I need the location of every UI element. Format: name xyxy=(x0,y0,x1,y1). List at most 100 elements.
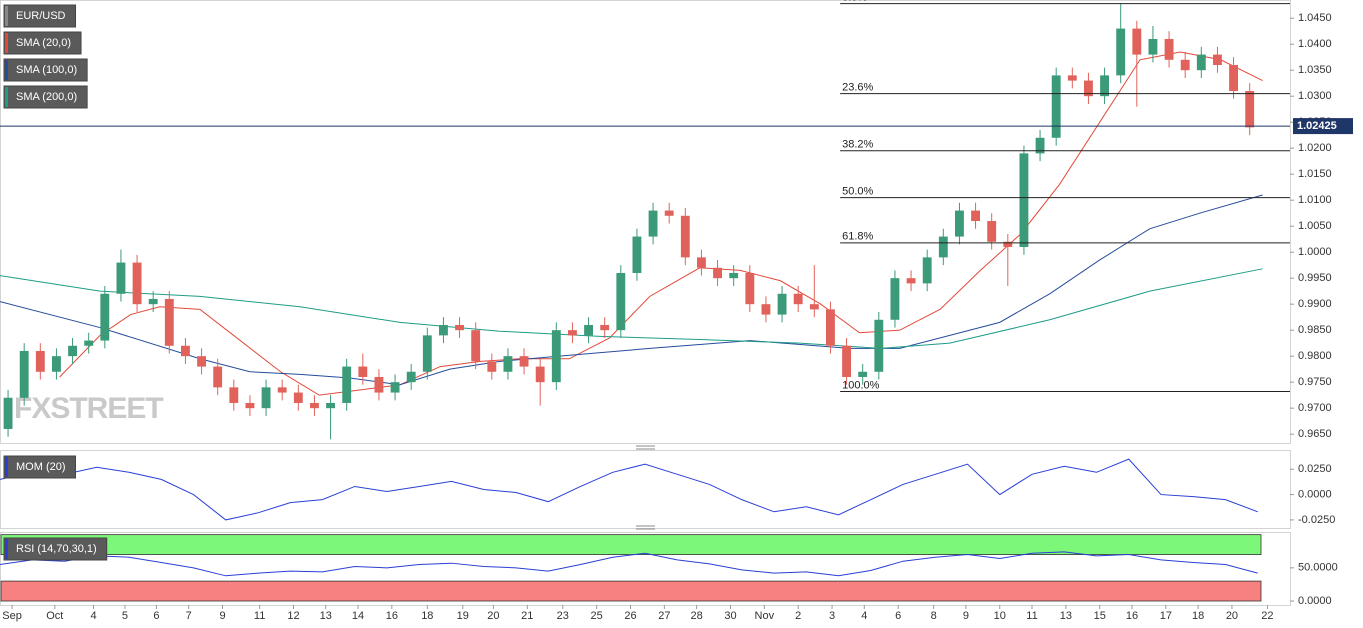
legend-item: SMA (100,0) xyxy=(3,58,88,82)
sma-line xyxy=(0,194,1263,386)
candle-body xyxy=(277,387,287,393)
candle-body xyxy=(874,319,884,372)
y-tick-label: 0.9900 xyxy=(1298,298,1332,310)
candle-body xyxy=(1067,75,1077,81)
x-tick-label: 21 xyxy=(521,610,533,622)
candle-body xyxy=(261,387,271,409)
indicator-line xyxy=(0,458,1258,521)
x-tick-label: 9 xyxy=(963,610,969,622)
candle-body xyxy=(293,392,303,403)
candle-body xyxy=(858,371,868,377)
x-tick-label: 18 xyxy=(1192,610,1204,622)
price-frame xyxy=(0,0,1291,444)
last-price-box xyxy=(1293,118,1353,135)
candle-body xyxy=(938,236,948,258)
rsi-frame xyxy=(0,532,1291,606)
x-tick-label: 3 xyxy=(829,610,835,622)
y-tick-label: 0.0000 xyxy=(1298,595,1332,607)
legend-swatch xyxy=(5,6,8,26)
y-tick-label: 0.9700 xyxy=(1298,402,1332,414)
candle-body xyxy=(777,293,787,315)
legend-label: MOM (20) xyxy=(16,461,66,473)
candle-body xyxy=(68,345,77,357)
x-tick-label: 11 xyxy=(1026,610,1037,622)
candle-body xyxy=(955,210,964,237)
level-band xyxy=(0,534,1262,555)
candle-body xyxy=(793,293,803,305)
x-tick-label: 8 xyxy=(931,610,937,622)
x-tick-label: Oct xyxy=(46,610,63,622)
x-tick-label: 23 xyxy=(557,610,569,622)
candle-body xyxy=(181,345,190,357)
candle-body xyxy=(19,350,29,398)
candle-body xyxy=(197,356,206,367)
candle-body xyxy=(906,278,916,284)
fib-label: 50.0% xyxy=(842,185,873,197)
x-tick-label: 26 xyxy=(624,610,636,622)
x-tick-label: 20 xyxy=(1226,610,1238,622)
x-tick-label: 9 xyxy=(219,610,225,622)
x-tick-label: 14 xyxy=(352,610,364,622)
x-tick-label: 4 xyxy=(861,610,867,622)
sma-line xyxy=(0,268,1263,349)
x-tick-label: 30 xyxy=(724,610,736,622)
x-tick-label: 4 xyxy=(90,610,96,622)
y-tick-label: 0.0000 xyxy=(1298,488,1332,500)
legend-item: SMA (200,0) xyxy=(3,85,88,109)
x-tick-label: 6 xyxy=(895,610,901,622)
watermark: FXSTREET xyxy=(14,392,163,425)
candle-body xyxy=(1132,28,1142,55)
x-tick-label: Nov xyxy=(755,610,775,622)
candle-body xyxy=(487,361,497,372)
x-tick-label: 5 xyxy=(122,610,128,622)
y-tick-label: 1.0450 xyxy=(1298,12,1332,24)
candle-body xyxy=(1180,59,1190,71)
candle-body xyxy=(616,272,626,331)
x-tick-label: 18 xyxy=(421,610,433,622)
candle-body xyxy=(1164,38,1174,60)
candle-body xyxy=(3,397,13,429)
candle-body xyxy=(164,298,174,346)
candle-body xyxy=(826,309,835,346)
candle-body xyxy=(890,278,900,320)
candle-body xyxy=(422,335,432,372)
candle-body xyxy=(503,356,513,372)
x-tick-label: 15 xyxy=(1094,610,1106,622)
candle-body xyxy=(713,267,722,279)
y-tick-label: 0.0250 xyxy=(1298,463,1332,475)
x-tick-label: 25 xyxy=(591,610,603,622)
candle-body xyxy=(229,387,239,403)
y-tick-label: 1.0350 xyxy=(1298,64,1332,76)
candle-body xyxy=(697,257,706,268)
candle-body xyxy=(535,366,545,383)
legend-item: RSI (14,70,30,1) xyxy=(3,537,108,561)
x-tick-label: Sep xyxy=(2,610,22,622)
candle-body xyxy=(632,236,642,273)
candle-body xyxy=(100,293,110,341)
y-tick-label: 0.9750 xyxy=(1298,376,1332,388)
y-tick-label: 0.9650 xyxy=(1298,428,1332,440)
y-tick-label: 1.0200 xyxy=(1298,142,1332,154)
x-tick-label: 12 xyxy=(287,610,299,622)
sma-line xyxy=(59,51,1263,396)
candle-body xyxy=(729,272,739,279)
indicator-line xyxy=(0,551,1258,577)
candle-body xyxy=(1196,54,1206,71)
legend-box xyxy=(3,4,77,28)
legend-swatch xyxy=(5,60,8,80)
legend-box xyxy=(3,31,82,55)
x-tick-label: 17 xyxy=(1160,610,1172,622)
legend-swatch xyxy=(5,87,8,107)
x-tick-label: 10 xyxy=(994,610,1006,622)
candle-body xyxy=(680,215,690,258)
candle-body xyxy=(568,330,577,336)
candle-body xyxy=(1019,153,1029,247)
legend-label: RSI (14,70,30,1) xyxy=(16,543,97,555)
panel-grips[interactable] xyxy=(636,445,655,530)
candle-body xyxy=(132,262,142,305)
candle-body xyxy=(519,356,529,367)
candle-body xyxy=(648,210,658,237)
y-tick-label: 1.0300 xyxy=(1298,90,1332,102)
